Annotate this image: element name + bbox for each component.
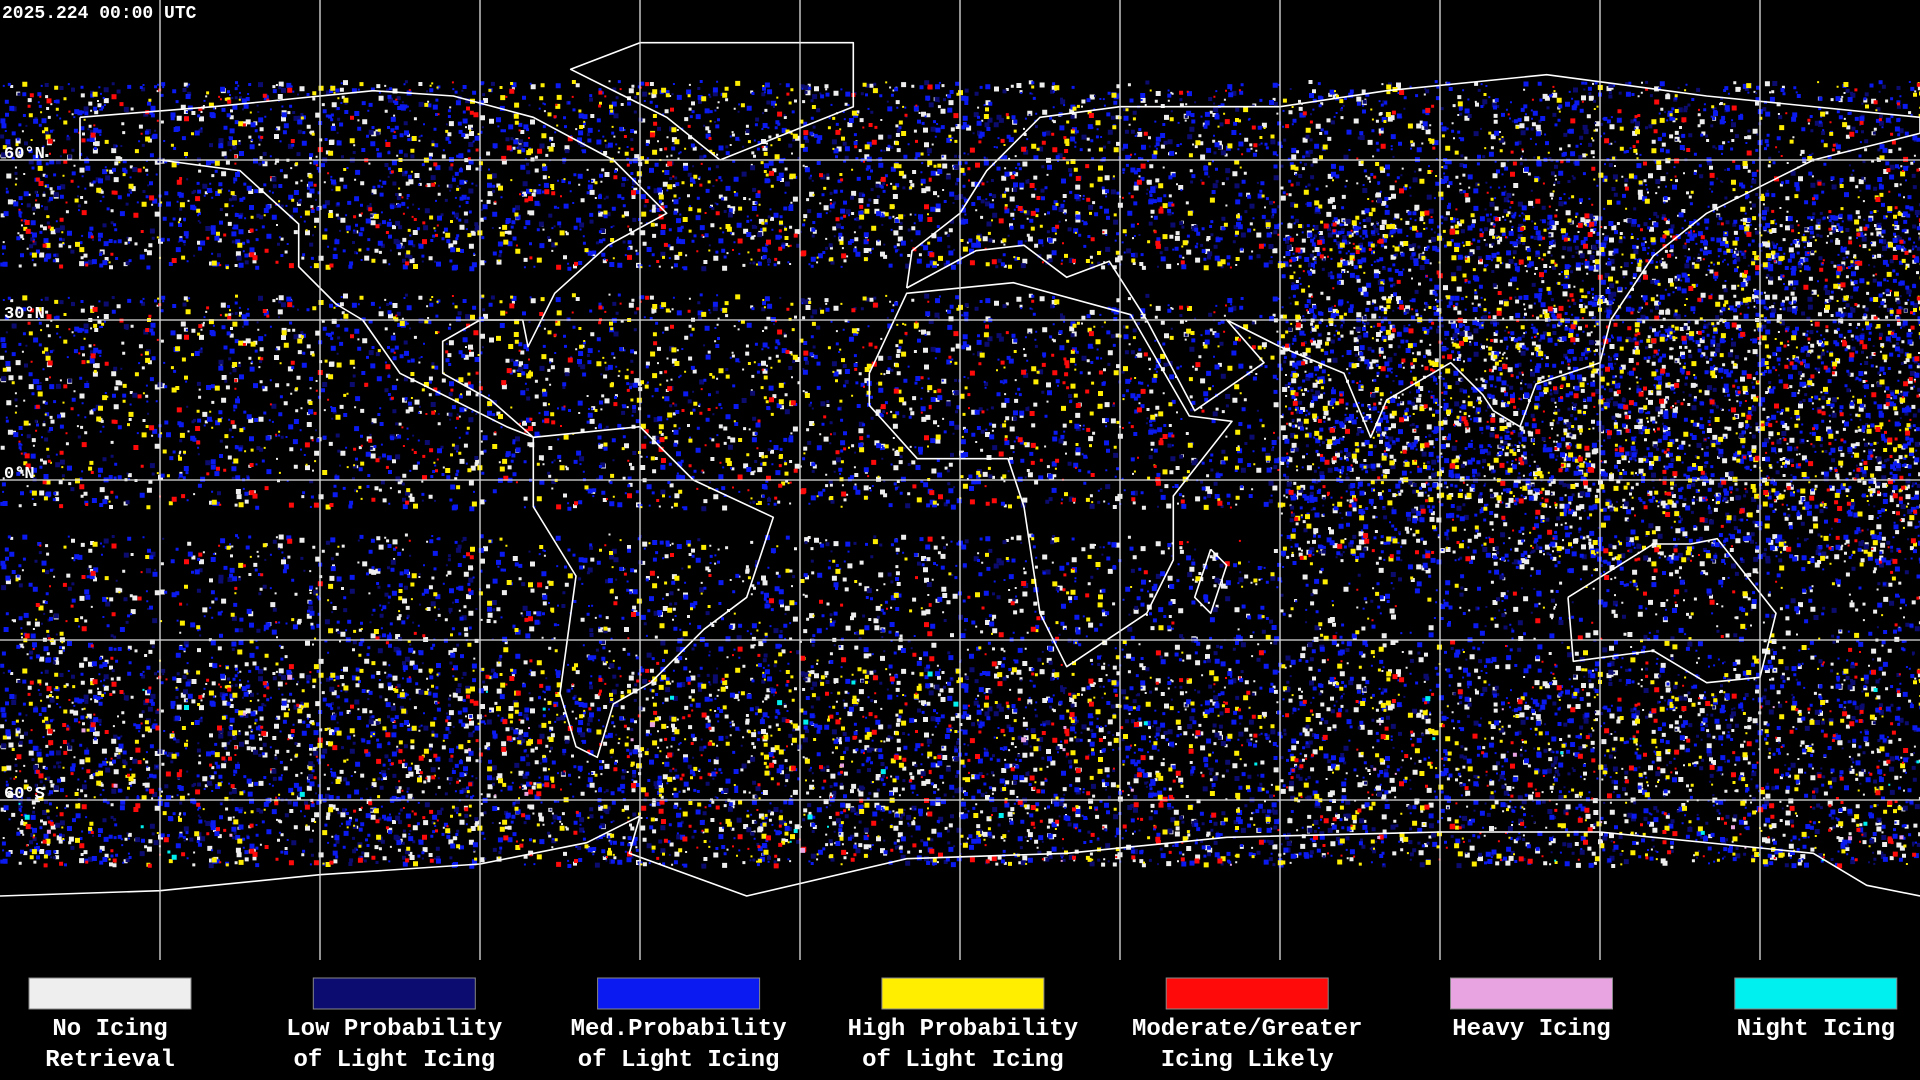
latitude-label: 0°N: [4, 465, 35, 484]
legend-swatch: [312, 977, 476, 1010]
coastline: [79, 89, 668, 439]
legend-label: High Probability: [848, 1016, 1078, 1043]
legend-label: Retrieval: [45, 1047, 175, 1074]
legend-label: of Light Icing: [293, 1047, 495, 1074]
timestamp: 2025.224 00:00 UTC: [2, 4, 197, 24]
coastline: [868, 281, 1233, 668]
latitude-label: 60°N: [4, 145, 45, 164]
legend-swatch: [881, 977, 1045, 1010]
legend-label: of Light Icing: [862, 1047, 1064, 1074]
coastline: [532, 425, 775, 759]
coastline: [905, 73, 1920, 439]
legend-label: Low Probability: [286, 1016, 502, 1043]
legend-label: of Light Icing: [578, 1047, 780, 1074]
legend-swatch: [597, 977, 761, 1010]
legend-swatch: [1165, 977, 1329, 1010]
legend-swatch: [1734, 977, 1898, 1010]
coastline: [1193, 548, 1228, 615]
coastline: [1567, 537, 1777, 684]
labels: 2025.224 00:00 UTC 60°N 30°N 0°N 60°S: [2, 4, 197, 804]
legend-label: Med.Probability: [571, 1016, 787, 1043]
legend-swatch: [1450, 977, 1613, 1010]
coastline: [0, 815, 1920, 897]
legend-label: Night Icing: [1737, 1016, 1895, 1043]
legend-label: Icing Likely: [1161, 1047, 1334, 1074]
legend-label: Moderate/Greater: [1132, 1016, 1362, 1043]
legend: No Icing Retrieval Low Probability of Light…: [28, 977, 1898, 1074]
latitude-label: 30°N: [4, 305, 45, 324]
legend-label: No Icing: [52, 1016, 167, 1043]
coastlines: [0, 41, 1920, 897]
latitude-label: 60°S: [4, 785, 45, 804]
legend-label: Heavy Icing: [1452, 1016, 1610, 1043]
graticule: [0, 0, 1920, 960]
icing-pixels: [1, 80, 1920, 868]
legend-swatch: [28, 977, 192, 1010]
